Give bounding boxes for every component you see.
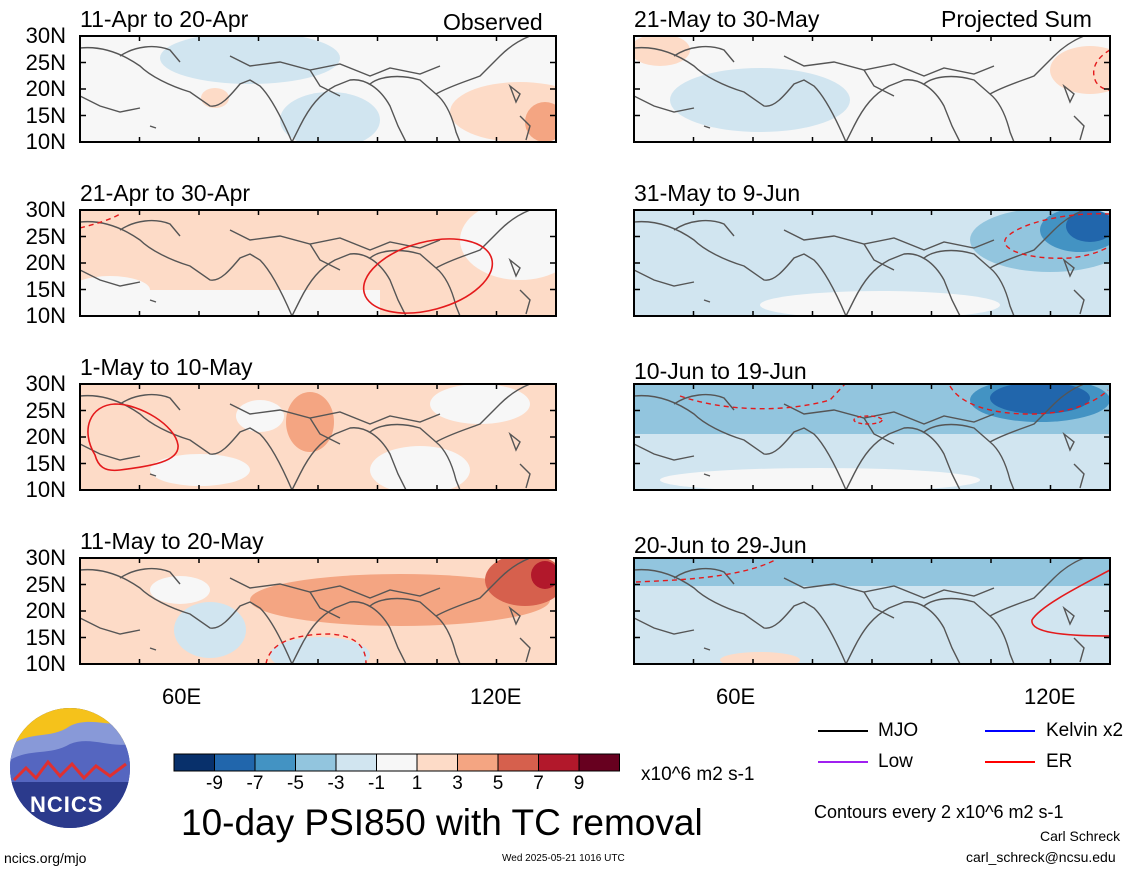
lat-tick-label: 15N xyxy=(25,624,66,650)
colorbar-swatch xyxy=(295,753,337,772)
panel-title-2: 21-Apr to 30-Apr xyxy=(80,180,251,206)
panel-title-6: 31-May to 9-Jun xyxy=(634,180,801,206)
colorbar-swatch xyxy=(457,753,499,772)
colorbar-swatch xyxy=(376,753,418,772)
lat-tick-label: 25N xyxy=(25,571,66,597)
lon-tick-label: 60E xyxy=(716,684,756,709)
lat-tick-label: 15N xyxy=(25,276,66,302)
panel-title-8: 20-Jun to 29-Jun xyxy=(634,532,807,558)
lat-tick-label: 10N xyxy=(25,651,66,676)
panel-title-4: 11-May to 20-May xyxy=(80,528,264,554)
legend-kelvin-label: Kelvin x2 xyxy=(1046,720,1124,741)
lat-tick-label: 20N xyxy=(25,598,66,623)
colorbar-swatch xyxy=(538,753,580,772)
colorbar-tick-label: -9 xyxy=(206,773,223,794)
colorbar-tick-label: 9 xyxy=(573,773,585,794)
lat-tick-label: 25N xyxy=(25,223,66,249)
legend-low-label: Low xyxy=(878,751,913,772)
lon-tick-label: 120E xyxy=(470,684,522,709)
lat-tick-label: 15N xyxy=(25,102,66,128)
lat-tick-label: 30N xyxy=(25,545,66,570)
lon-tick-label: 60E xyxy=(162,684,202,709)
lat-tick-label: 25N xyxy=(25,49,66,75)
footer-email[interactable]: carl_schreck@ncsu.edu xyxy=(966,849,1116,865)
lon-tick-label: 120E xyxy=(1024,684,1076,709)
colorbar-tick-label: 5 xyxy=(492,773,504,794)
panel-title-5: 21-May to 30-May xyxy=(634,6,820,32)
footer-timestamp: Wed 2025-05-21 1016 UTC xyxy=(502,853,625,864)
colorbar-swatch xyxy=(173,753,215,772)
lat-tick-label: 20N xyxy=(25,250,66,275)
lat-tick-label: 30N xyxy=(25,371,66,396)
colorbar-swatch xyxy=(497,753,539,772)
lat-tick-label: 25N xyxy=(25,397,66,423)
colorbar-tick-label: -7 xyxy=(246,773,264,794)
colorbar-swatch xyxy=(335,753,377,772)
colorbar-tick-label: 7 xyxy=(533,773,544,794)
colorbar-swatch xyxy=(578,753,620,772)
colorbar-tick-label: -3 xyxy=(327,773,345,794)
colorbar-tick-label: -5 xyxy=(287,773,304,794)
lat-tick-label: 15N xyxy=(25,450,66,476)
lat-tick-label: 20N xyxy=(25,424,66,449)
panel-title-1: 11-Apr to 20-Apr xyxy=(80,6,249,32)
colorbar-tick-label: 1 xyxy=(411,773,423,794)
colorbar-swatch xyxy=(214,753,256,772)
projected-sum-label: Projected Sum xyxy=(941,6,1092,32)
panel-title-3: 1-May to 10-May xyxy=(80,354,253,380)
lat-tick-label: 30N xyxy=(25,197,66,222)
legend-mjo-label: MJO xyxy=(878,720,919,741)
legend-er-label: ER xyxy=(1046,751,1073,772)
colorbar-units: x10^6 m2 s-1 xyxy=(641,764,755,785)
colorbar-swatch xyxy=(254,753,296,772)
lat-tick-label: 10N xyxy=(25,303,66,328)
lat-tick-label: 10N xyxy=(25,129,66,154)
colorbar-swatch xyxy=(416,753,458,772)
panel-title-7: 10-Jun to 19-Jun xyxy=(634,358,807,384)
logo-text: NCICS xyxy=(30,792,104,817)
footer-url[interactable]: ncics.org/mjo xyxy=(4,850,87,866)
lat-tick-label: 20N xyxy=(25,76,66,101)
contour-note: Contours every 2 x10^6 m2 s-1 xyxy=(814,802,1064,822)
footer-author: Carl Schreck xyxy=(1040,828,1121,844)
lat-tick-label: 10N xyxy=(25,477,66,502)
colorbar-tick-label: 3 xyxy=(452,773,463,794)
main-title: 10-day PSI850 with TC removal xyxy=(181,802,703,843)
lat-tick-label: 30N xyxy=(25,23,66,48)
colorbar-tick-label: -1 xyxy=(368,773,385,794)
observed-label: Observed xyxy=(443,9,543,35)
